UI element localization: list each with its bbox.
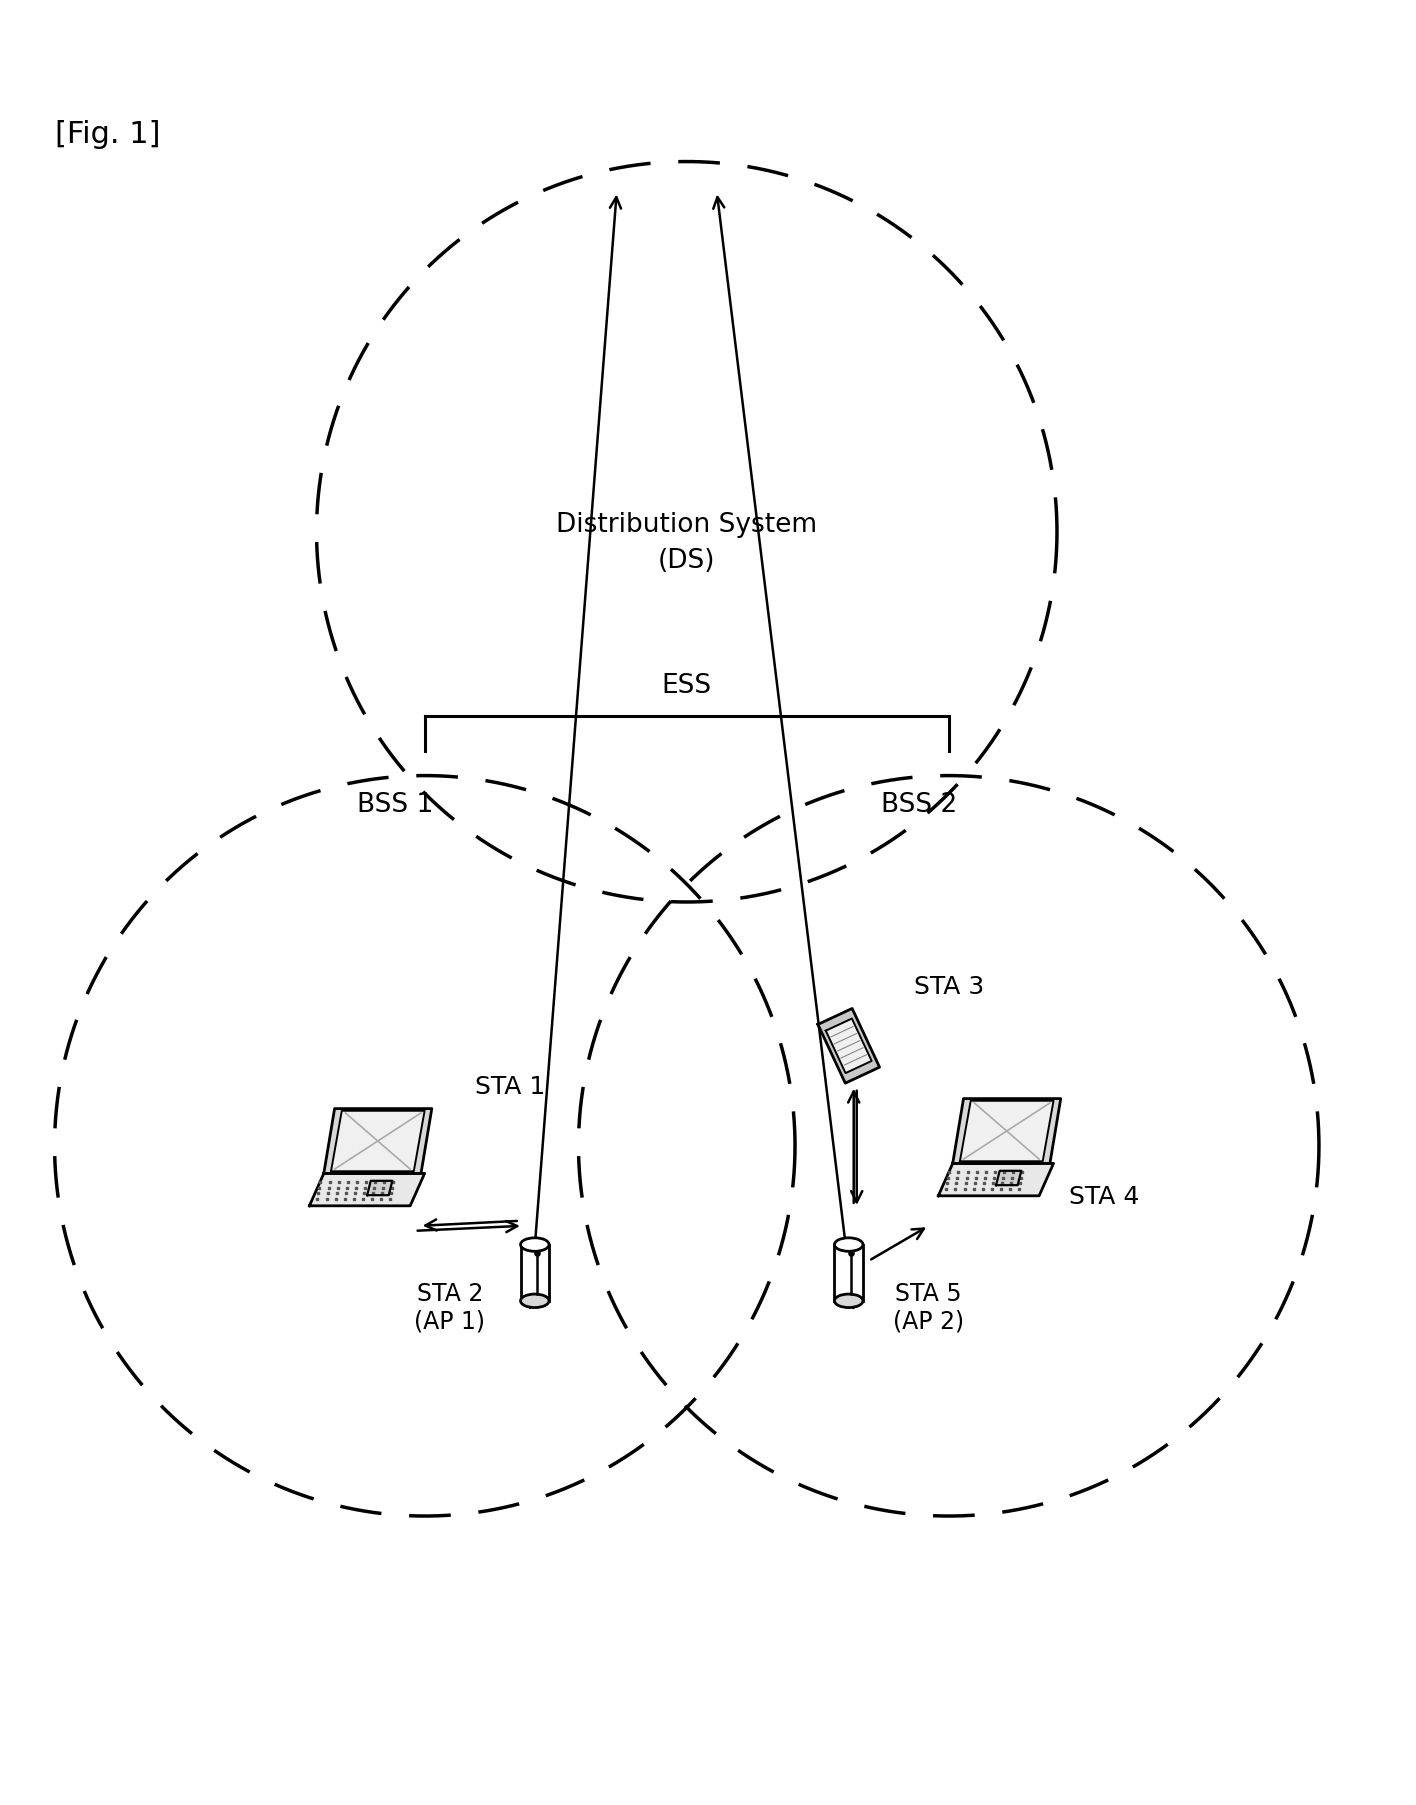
Text: BSS 1: BSS 1 [357,791,433,818]
Text: STA 2
(AP 1): STA 2 (AP 1) [415,1282,486,1332]
Polygon shape [834,1245,862,1301]
Polygon shape [367,1180,392,1195]
Text: BSS 2: BSS 2 [881,791,957,818]
Polygon shape [324,1108,432,1173]
Text: STA 5
(AP 2): STA 5 (AP 2) [893,1282,964,1332]
Polygon shape [960,1101,1054,1162]
Polygon shape [310,1173,425,1206]
Polygon shape [331,1112,425,1171]
Ellipse shape [521,1238,549,1251]
Text: STA 1: STA 1 [474,1074,545,1097]
Text: Distribution System
(DS): Distribution System (DS) [556,511,817,574]
Polygon shape [939,1164,1054,1197]
Text: STA 4: STA 4 [1069,1184,1138,1208]
Text: STA 3: STA 3 [913,975,984,998]
Polygon shape [995,1171,1021,1186]
Polygon shape [521,1245,549,1301]
Ellipse shape [521,1294,549,1309]
Ellipse shape [834,1294,862,1309]
Polygon shape [953,1099,1061,1164]
Text: [Fig. 1]: [Fig. 1] [55,119,160,150]
Text: ESS: ESS [661,671,712,699]
Polygon shape [826,1020,872,1074]
Ellipse shape [834,1238,862,1251]
Polygon shape [818,1009,879,1083]
